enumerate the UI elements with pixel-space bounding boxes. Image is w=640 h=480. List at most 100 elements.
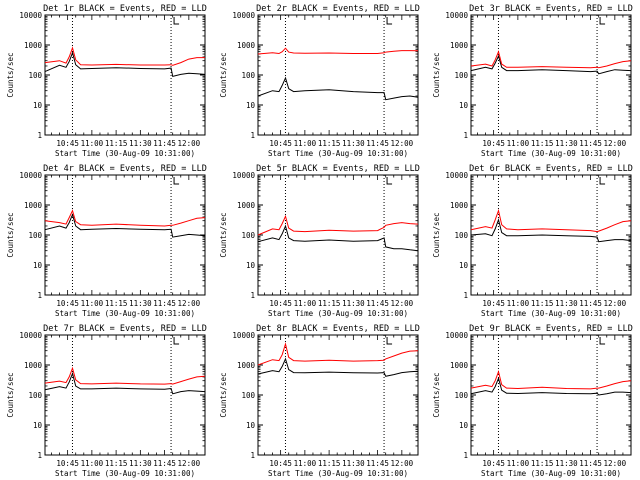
x-axis-label: Start Time (30-Aug-09 10:31:00) [481,149,621,158]
y-tick-label: 100 [28,231,42,240]
lld-series-line [470,50,632,69]
x-axis-label: Start Time (30-Aug-09 10:31:00) [268,469,408,478]
x-tick-label: 12:00 [604,139,627,148]
x-axis-label: Start Time (30-Aug-09 10:31:00) [55,469,195,478]
events-series-line [44,213,206,238]
x-tick-label: 11:45 [366,139,389,148]
x-tick-label: 11:00 [507,299,530,308]
y-tick-label: 10000 [445,11,468,20]
plot-frame [44,14,206,136]
events-series-line [257,224,419,252]
x-tick-label: 11:00 [81,459,104,468]
x-tick-label: 11:30 [129,459,152,468]
x-tick-label: 11:00 [294,299,317,308]
x-axis-label: Start Time (30-Aug-09 10:31:00) [481,469,621,478]
y-tick-label: 1000 [24,41,43,50]
x-tick-label: 11:30 [342,139,365,148]
y-axis-label: Counts/sec [219,212,228,257]
y-tick-label: 1000 [24,361,43,370]
chart-title: Det 3r BLACK = Events, RED = LLD [469,4,633,14]
y-tick-label: 10 [33,261,43,270]
plot-frame [470,334,632,456]
y-tick-label: 100 [28,71,42,80]
plot-frame [44,174,206,296]
chart-panel-4: Det 4r BLACK = Events, RED = LLD 1 10 100 10… [6,164,207,318]
y-tick-label: 10000 [232,171,255,180]
y-tick-label: 100 [241,391,255,400]
x-axis-label: Start Time (30-Aug-09 10:31:00) [268,309,408,318]
y-tick-label: 1000 [450,41,469,50]
x-tick-label: 11:15 [531,459,554,468]
y-tick-label: 1000 [450,361,469,370]
x-tick-label: 10:45 [56,299,79,308]
x-tick-label: 12:00 [604,459,627,468]
y-tick-label: 100 [454,71,468,80]
flag-marker [599,17,606,25]
lld-series-line [44,46,205,66]
y-tick-label: 10 [459,101,469,110]
chart-title: Det 8r BLACK = Events, RED = LLD [256,324,420,334]
chart-title: Det 9r BLACK = Events, RED = LLD [469,324,633,334]
flag-marker [173,337,180,345]
x-tick-label: 11:00 [507,139,530,148]
chart-title: Det 4r BLACK = Events, RED = LLD [43,164,207,174]
plot-frame [470,14,632,136]
chart-title: Det 6r BLACK = Events, RED = LLD [469,164,633,174]
flag-marker [386,177,393,185]
y-tick-label: 10000 [445,171,468,180]
y-tick-label: 100 [454,391,468,400]
chart-title: Det 1r BLACK = Events, RED = LLD [43,4,207,14]
x-tick-label: 11:00 [81,299,104,308]
y-tick-label: 1000 [237,41,256,50]
y-axis-label: Counts/sec [6,372,15,417]
chart-panel-6: Det 6r BLACK = Events, RED = LLD 1 10 100 10… [432,164,633,318]
x-tick-label: 11:15 [318,299,341,308]
x-tick-label: 11:45 [579,299,602,308]
events-series-line [470,218,632,243]
y-axis-label: Counts/sec [6,212,15,257]
y-tick-label: 1 [37,451,42,460]
events-series-line [257,76,419,101]
x-tick-label: 11:00 [294,139,317,148]
y-tick-label: 1000 [237,361,256,370]
chart-title: Det 5r BLACK = Events, RED = LLD [256,164,420,174]
x-axis-label: Start Time (30-Aug-09 10:31:00) [481,309,621,318]
x-tick-label: 12:00 [391,459,414,468]
chart-title: Det 2r BLACK = Events, RED = LLD [256,4,420,14]
x-tick-label: 11:00 [294,459,317,468]
y-tick-label: 100 [454,231,468,240]
x-tick-label: 11:15 [105,459,128,468]
flag-marker [173,177,180,185]
x-tick-label: 10:45 [269,139,292,148]
x-tick-label: 12:00 [391,299,414,308]
y-axis-label: Counts/sec [432,52,441,97]
x-tick-label: 11:45 [366,299,389,308]
x-tick-label: 11:30 [342,459,365,468]
y-tick-label: 10000 [19,331,42,340]
x-tick-label: 11:30 [555,459,578,468]
flag-marker [599,177,606,185]
x-tick-label: 10:45 [56,459,79,468]
x-tick-label: 10:45 [482,459,505,468]
y-axis-label: Counts/sec [432,212,441,257]
events-series-line [470,376,632,396]
x-tick-label: 10:45 [482,299,505,308]
x-tick-label: 11:45 [153,299,176,308]
x-tick-label: 11:30 [129,299,152,308]
lld-series-line [470,208,632,233]
y-axis-label: Counts/sec [6,52,15,97]
x-tick-label: 11:15 [105,139,128,148]
y-tick-label: 1 [37,291,42,300]
y-tick-label: 10000 [232,331,255,340]
chart-panel-5: Det 5r BLACK = Events, RED = LLD 1 10 100 10… [219,164,420,318]
x-tick-label: 11:30 [555,299,578,308]
y-tick-label: 1 [250,451,255,460]
y-tick-label: 100 [241,71,255,80]
y-tick-label: 1000 [450,201,469,210]
chart-title: Det 7r BLACK = Events, RED = LLD [43,324,207,334]
y-tick-label: 1 [250,291,255,300]
y-tick-label: 10 [246,261,256,270]
y-tick-label: 10 [459,261,469,270]
x-tick-label: 11:15 [531,139,554,148]
chart-panel-2: Det 2r BLACK = Events, RED = LLD 1 10 100 10… [219,4,420,158]
